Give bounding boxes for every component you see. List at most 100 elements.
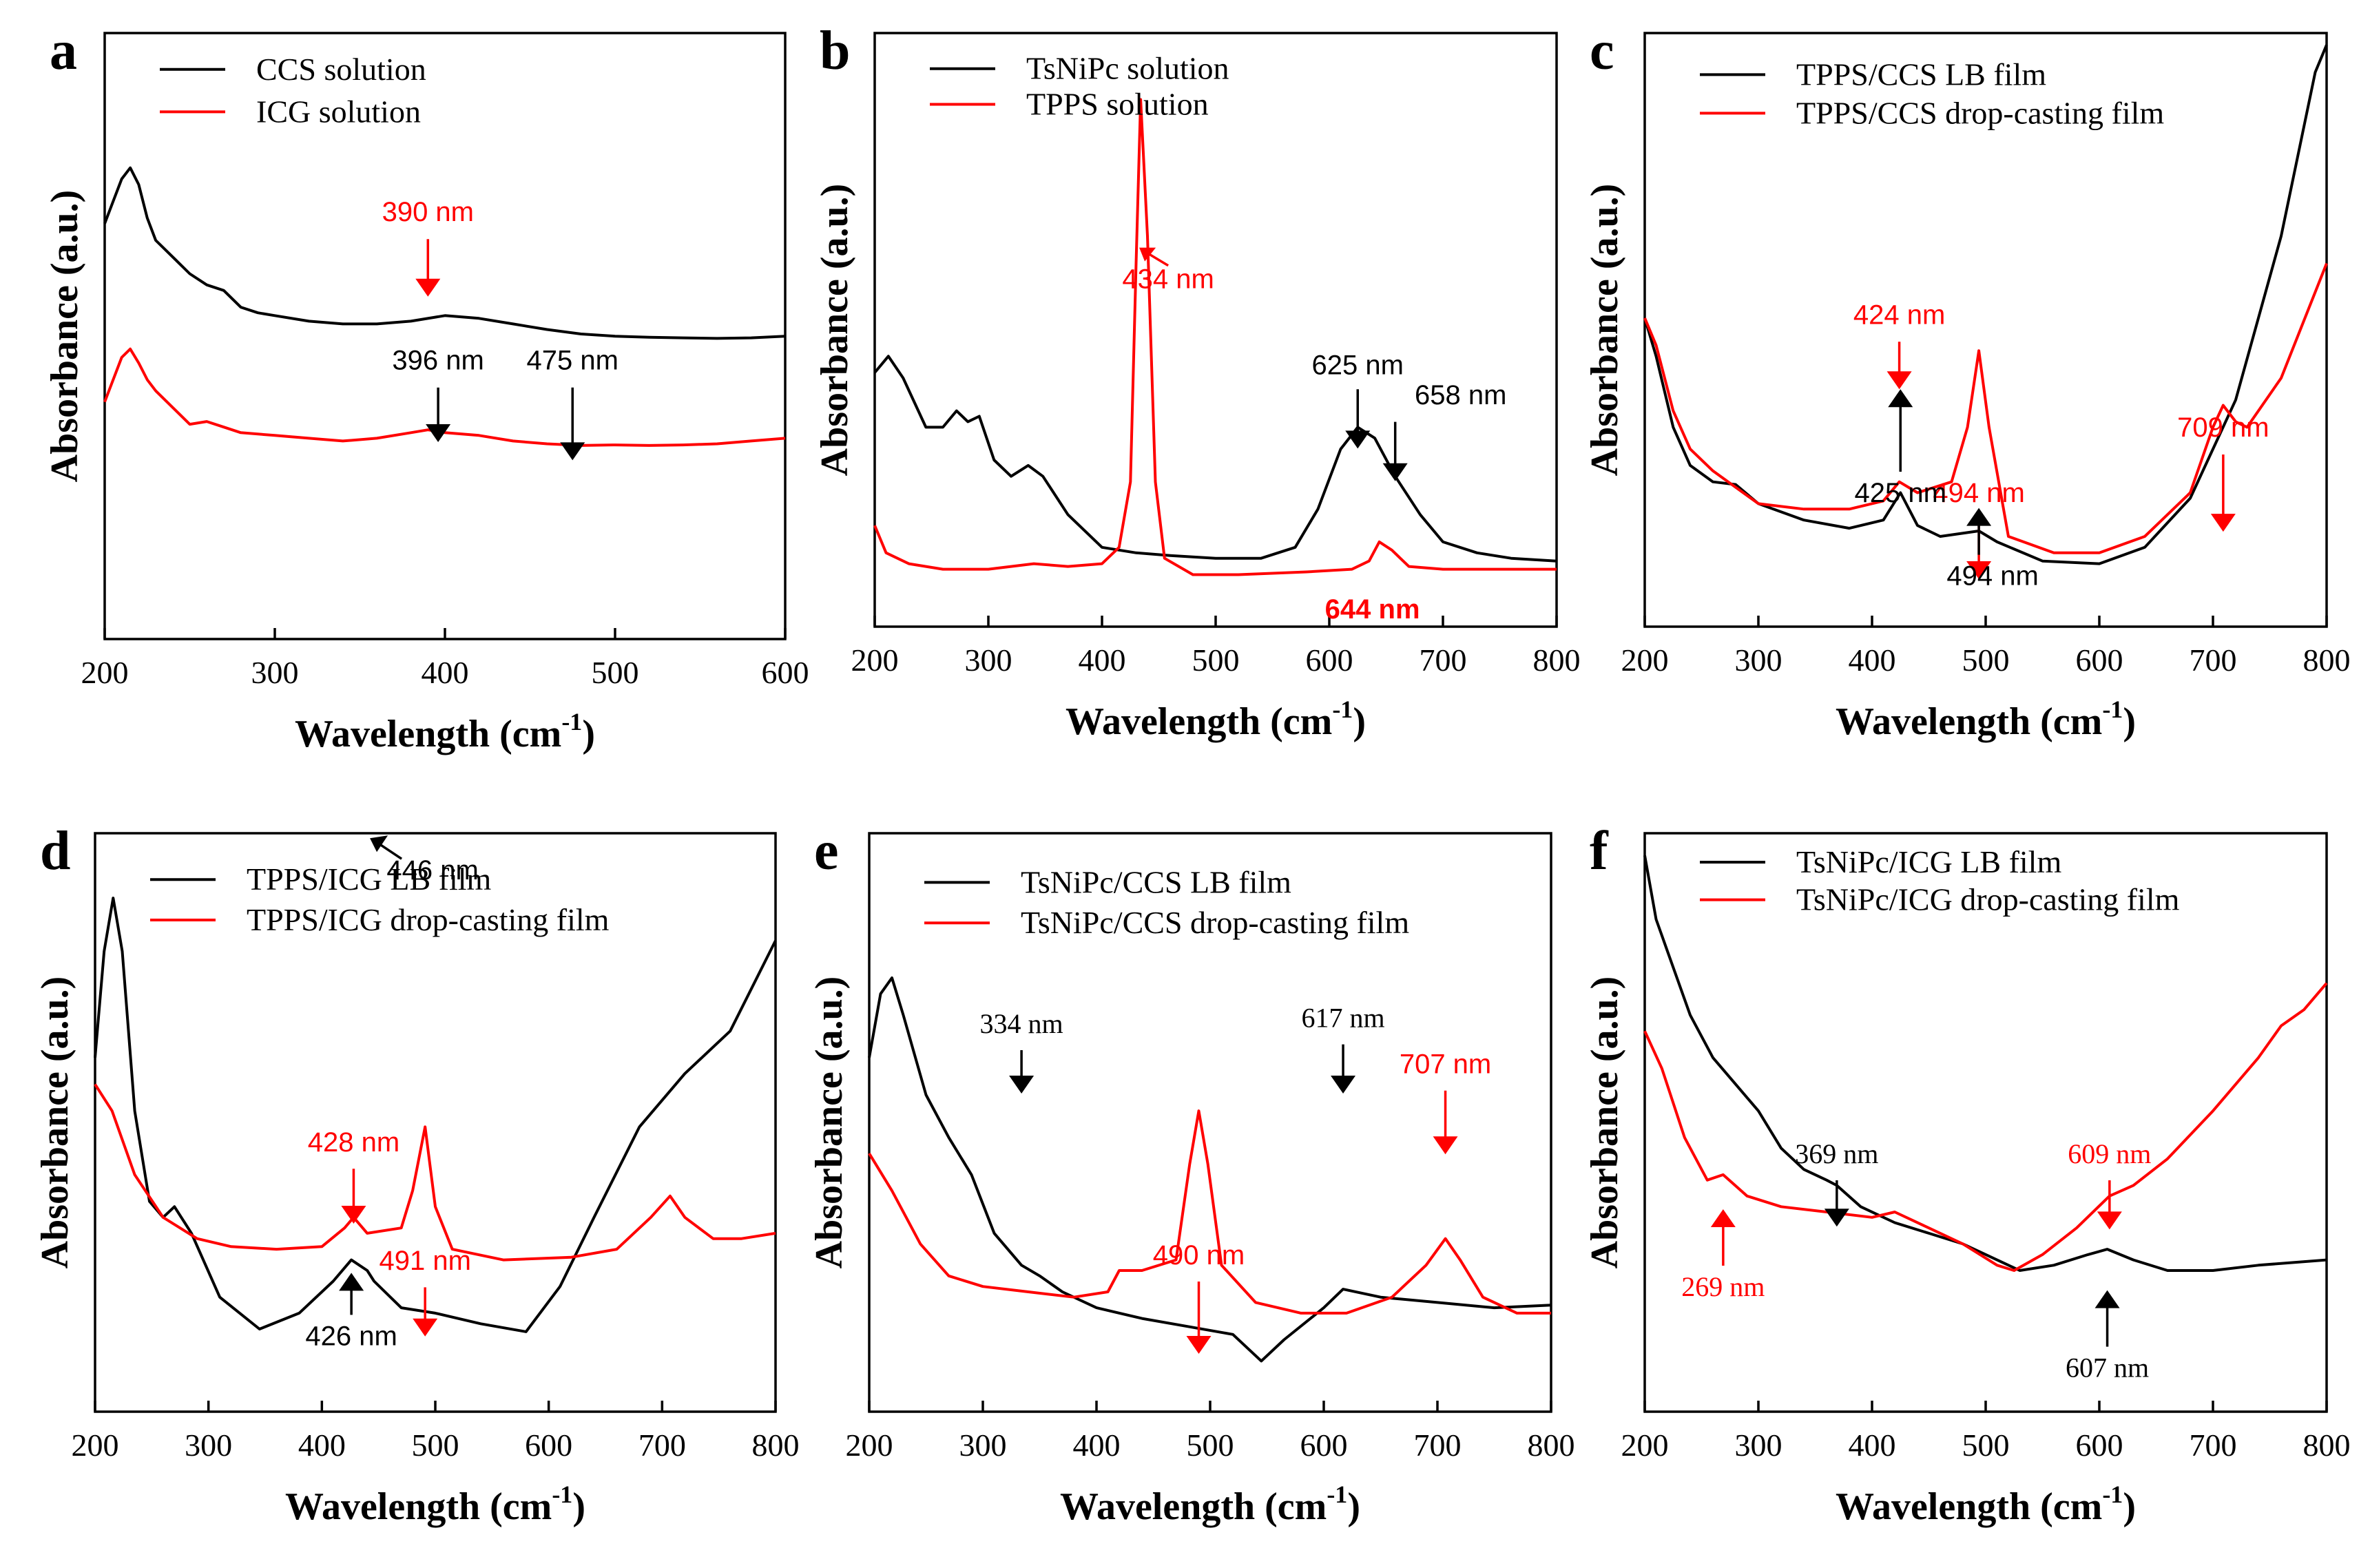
annotation-arrowhead	[1009, 1076, 1035, 1094]
annotation-arrowhead	[1886, 371, 1912, 390]
peak-annotation: 269 nm	[1681, 1271, 1765, 1302]
x-tick-label: 800	[2303, 642, 2351, 678]
legend-entry: TsNiPc/CCS drop-casting film	[1021, 905, 1409, 940]
panel-e: 200 300 400 500 600 700 800 Wavelength (cm-1) Ab…	[808, 821, 1575, 1528]
peak-annotation: 434 nm	[1122, 264, 1214, 295]
x-axis-label: Wavelength (cm-1)	[1066, 696, 1366, 743]
x-tick-label: 300	[1735, 642, 1782, 678]
y-axis-label: Absorbance (a.u.)	[808, 976, 851, 1269]
x-tick-label: 200	[72, 1428, 119, 1463]
annotation-arrowhead	[415, 278, 441, 297]
legend-entry: TPPS/ICG LB film	[247, 861, 492, 897]
legend-entry: TsNiPc solution	[1026, 51, 1229, 86]
peak-annotation: 707 nm	[1400, 1049, 1491, 1080]
series-line-red	[868, 1109, 1551, 1315]
series-line-black	[868, 976, 1552, 1363]
series-line-black	[103, 166, 786, 340]
x-tick-label: 800	[2303, 1428, 2351, 1463]
annotation-arrowhead	[560, 442, 585, 461]
legend-entry: CCS solution	[256, 52, 426, 87]
x-axis-label: Wavelength (cm-1)	[1836, 1481, 2136, 1528]
x-tick-label: 500	[1192, 642, 1240, 678]
plot-frame	[1643, 832, 2328, 1413]
annotation-arrowhead	[1331, 1076, 1356, 1094]
peak-annotation: 625 nm	[1312, 351, 1404, 381]
x-tick-label: 500	[1187, 1428, 1234, 1463]
series-line-black	[873, 355, 1557, 563]
annotation-arrowhead	[413, 1318, 438, 1337]
x-tick-label: 400	[1849, 642, 1896, 678]
x-tick-label: 300	[185, 1428, 232, 1463]
y-axis-label: Absorbance (a.u.)	[34, 976, 76, 1269]
x-tick-label: 400	[1079, 642, 1126, 678]
annotation-arrowhead	[426, 424, 451, 442]
x-tick-label: 700	[2190, 1428, 2237, 1463]
series-line-red	[103, 347, 786, 447]
legend-entry: TsNiPc/ICG drop-casting film	[1796, 882, 2180, 917]
x-tick-label: 700	[2190, 642, 2237, 678]
x-tick-label: 500	[1962, 1428, 2010, 1463]
annotation-arrowhead	[1345, 430, 1371, 449]
legend-entry: ICG solution	[256, 94, 421, 129]
x-tick-label: 200	[1621, 1428, 1669, 1463]
panel-label: f	[1590, 821, 1609, 881]
peak-annotation: 425 nm	[1855, 478, 1946, 508]
peak-annotation: 334 nm	[980, 1008, 1063, 1039]
peak-annotation: 428 nm	[308, 1127, 399, 1158]
plot-frame	[103, 32, 787, 640]
annotation-arrowhead	[341, 1206, 366, 1224]
x-tick-label: 700	[1420, 642, 1467, 678]
x-axis-label: Wavelength (cm-1)	[1060, 1481, 1360, 1528]
legend-entry: TsNiPc/ICG LB film	[1796, 844, 2061, 879]
panel-f: 200 300 400 500 600 700 800 Wavelength (cm-1) Ab…	[1583, 821, 2351, 1528]
legend-entry: TsNiPc/CCS LB film	[1021, 864, 1291, 899]
series-line-red	[1643, 262, 2328, 554]
x-tick-label: 600	[2076, 642, 2123, 678]
x-tick-label: 500	[1962, 642, 2010, 678]
annotation-arrowhead	[1888, 389, 1913, 408]
series-line-red	[873, 98, 1557, 576]
peak-annotation: 494 nm	[1933, 478, 2024, 508]
panel-c: 200 300 400 500 600 700 800 Wavelength (cm-1) Ab…	[1583, 21, 2351, 743]
x-tick-label: 800	[752, 1428, 800, 1463]
y-axis-label: Absorbance (a.u.)	[1583, 976, 1626, 1269]
panel-label: b	[820, 21, 851, 81]
peak-annotation: 609 nm	[2068, 1138, 2151, 1169]
series-line-black	[1643, 44, 2328, 565]
plot-frame	[873, 32, 1558, 628]
legend-entry: TPPS/CCS LB film	[1796, 56, 2046, 92]
x-axis-label: Wavelength (cm-1)	[1836, 696, 2136, 743]
peak-annotation: 446 nm	[386, 855, 478, 886]
annotation-arrowhead	[1433, 1136, 1458, 1155]
series-line-black	[94, 897, 777, 1333]
x-tick-label: 800	[1528, 1428, 1575, 1463]
panel-a: 200 300 400 500 600 Wavelength (cm-1) Absorban…	[43, 21, 809, 755]
series-line-red	[1643, 982, 2328, 1272]
x-tick-label: 400	[422, 655, 469, 690]
x-tick-label: 700	[1414, 1428, 1462, 1463]
peak-annotation: 617 nm	[1301, 1002, 1384, 1033]
panel-label: a	[50, 21, 77, 81]
annotation-arrowhead	[1186, 1336, 1212, 1354]
x-tick-label: 800	[1533, 642, 1581, 678]
panel-d: 200 300 400 500 600 700 800 Wavelength (cm-1) Ab…	[34, 821, 800, 1528]
x-tick-label: 700	[638, 1428, 686, 1463]
annotation-arrow	[380, 844, 403, 860]
x-tick-label: 200	[851, 642, 899, 678]
peak-annotation: 491 nm	[379, 1246, 470, 1276]
y-axis-label: Absorbance (a.u.)	[43, 190, 86, 483]
x-tick-label: 300	[251, 655, 299, 690]
x-tick-label: 400	[1849, 1428, 1896, 1463]
x-tick-label: 400	[1073, 1428, 1121, 1463]
annotation-arrowhead	[1966, 508, 1992, 526]
series-line-black	[1643, 855, 2327, 1272]
peak-annotation: 396 nm	[392, 345, 484, 375]
panel-label: d	[40, 821, 71, 881]
annotation-arrow	[1147, 252, 1170, 267]
annotation-arrowhead	[1824, 1209, 1849, 1227]
x-tick-label: 300	[1735, 1428, 1782, 1463]
x-axis-label: Wavelength (cm-1)	[295, 708, 595, 755]
peak-annotation: 369 nm	[1795, 1138, 1878, 1169]
legend-entry: TPPS/CCS drop-casting film	[1796, 95, 2164, 130]
